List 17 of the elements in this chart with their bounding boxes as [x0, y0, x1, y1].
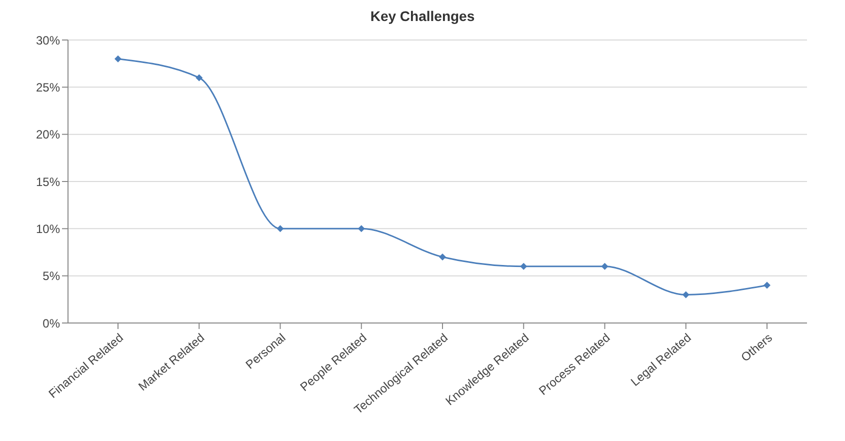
point	[276, 225, 284, 232]
point	[358, 225, 365, 232]
point	[196, 74, 203, 82]
point	[520, 262, 528, 270]
y-tick-label: 10%	[36, 222, 60, 236]
point	[601, 262, 608, 270]
y-tick-label: 25%	[36, 80, 60, 94]
point	[439, 253, 446, 260]
point	[764, 282, 770, 289]
y-tick-label: 0%	[42, 316, 60, 330]
y-tick-label: 5%	[42, 269, 60, 284]
point	[682, 291, 690, 298]
chart-title: Key Challenges	[369, 8, 476, 26]
y-tick-label: 30%	[36, 33, 60, 48]
point	[114, 55, 122, 62]
y-tick-label: 20%	[36, 128, 60, 142]
y-tick-label: 15%	[36, 174, 60, 189]
